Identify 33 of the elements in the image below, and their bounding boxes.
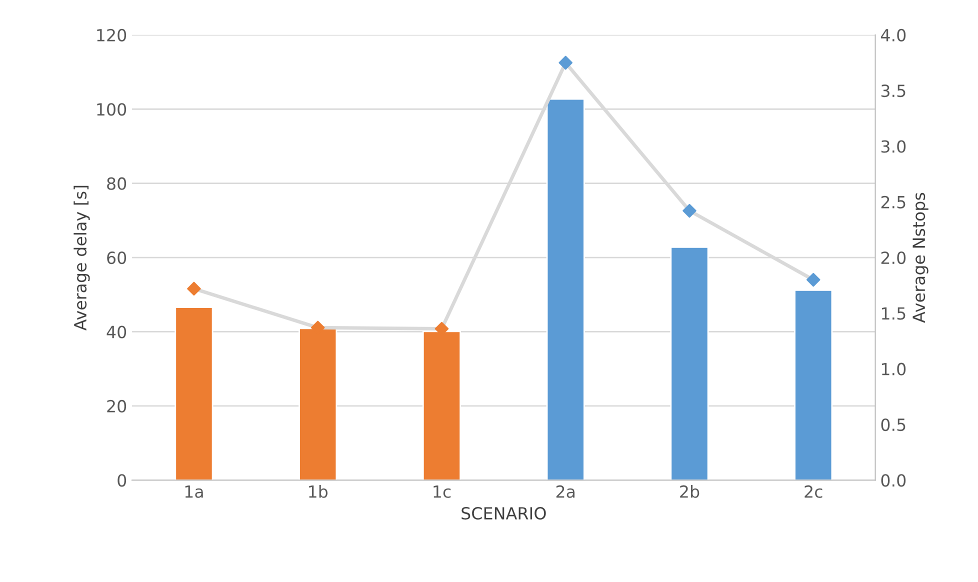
point <box>682 204 696 218</box>
y2-tick-label: 4.0 <box>880 28 906 42</box>
y-tick-label: 0 <box>118 474 126 487</box>
bar <box>546 98 585 480</box>
y2-tick-label: 3.0 <box>881 140 906 153</box>
bar <box>670 246 709 480</box>
y-axis-title: Average delay [s] <box>74 186 90 331</box>
point <box>558 56 573 70</box>
x-tick-label: 1b <box>309 485 328 498</box>
y-tick-label: 40 <box>106 326 126 338</box>
y-tick-label: 80 <box>107 177 126 190</box>
y2-tick-label: 0.0 <box>881 474 906 487</box>
point <box>806 272 820 287</box>
x-tick-label: 2c <box>804 485 822 498</box>
y2-tick-label: 2.5 <box>881 196 906 208</box>
y-tick-label: 60 <box>107 251 126 264</box>
y2-tick-label: 1.0 <box>882 362 906 376</box>
y2-tick-label: 2.0 <box>881 251 906 264</box>
y-tick-label: 120 <box>97 28 126 42</box>
x-tick-label: 1a <box>185 486 203 498</box>
y2-tick-label: 1.5 <box>882 307 906 320</box>
point <box>187 282 201 296</box>
y-tick-label: 20 <box>107 400 126 413</box>
x-tick-label: 1c <box>434 486 451 498</box>
y2-tick-label: 3.5 <box>881 84 906 98</box>
x-tick-label: 2a <box>556 485 575 498</box>
y-tick-label: 100 <box>97 103 126 116</box>
bar <box>794 289 833 480</box>
y2-axis-title: Average Nstops <box>912 192 928 323</box>
bar <box>174 306 214 480</box>
y2-tick-label: 0.5 <box>881 418 906 432</box>
x-axis-title: SCENARIO <box>462 506 546 520</box>
x-tick-label: 2b <box>680 485 700 498</box>
